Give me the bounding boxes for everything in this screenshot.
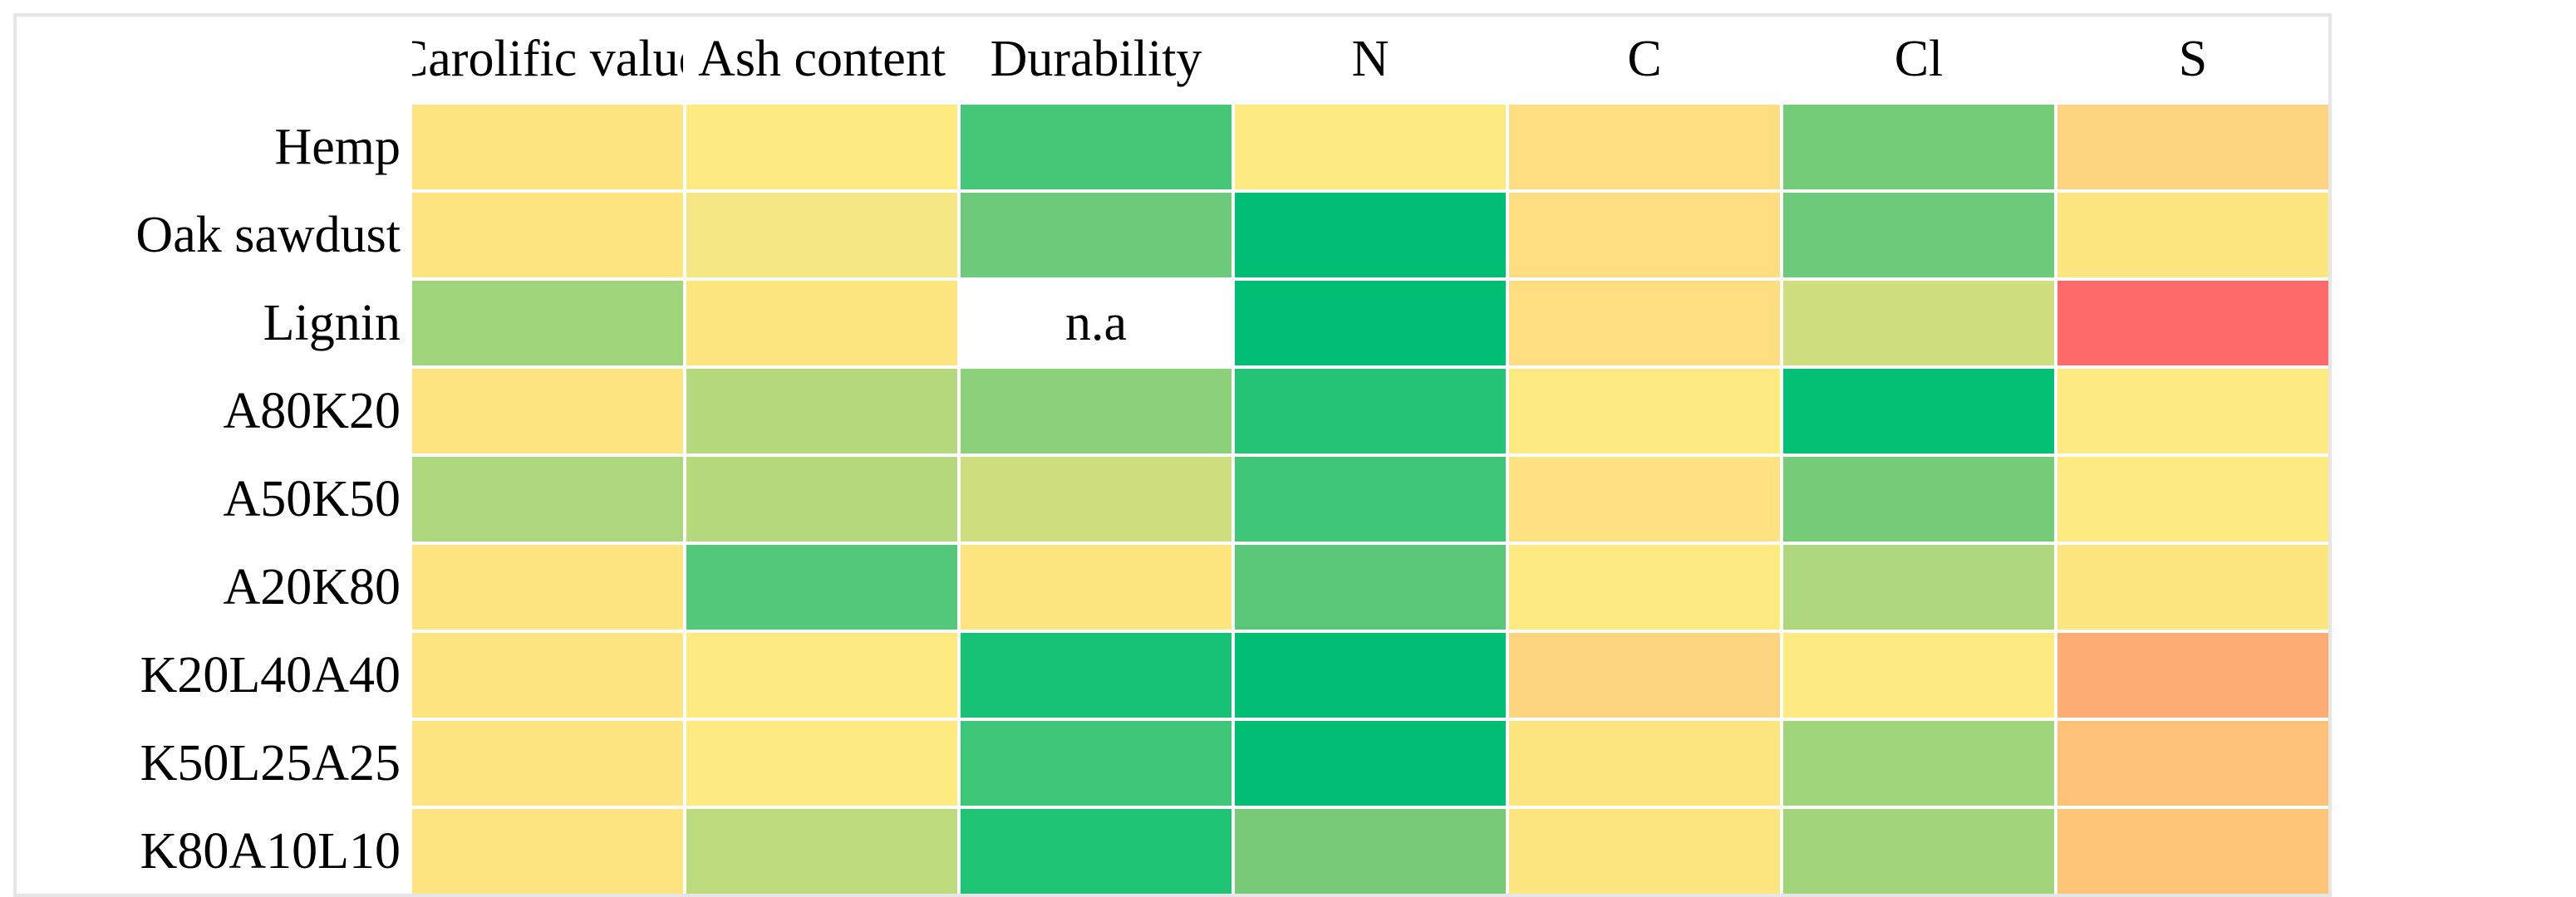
column-header: Ash content — [686, 17, 957, 101]
heatmap-cell — [686, 457, 957, 542]
heatmap-cell — [1509, 545, 1780, 630]
heatmap-cell — [1783, 721, 2054, 806]
heatmap-cell — [412, 545, 683, 630]
heatmap-cell — [412, 721, 683, 806]
heatmap-cell — [2057, 193, 2328, 277]
row-label: K50L25A25 — [17, 721, 409, 806]
heatmap-cell — [1509, 369, 1780, 453]
column-header: Carolific value — [412, 17, 683, 101]
heatmap-cell — [686, 105, 957, 189]
column-header: S — [2057, 17, 2328, 101]
heatmap-cell — [686, 281, 957, 365]
column-header: Durability — [961, 17, 1231, 101]
heatmap-cell — [686, 633, 957, 718]
heatmap-cell — [2057, 457, 2328, 542]
heatmap-cell — [1509, 457, 1780, 542]
row-label: K80A10L10 — [17, 809, 409, 894]
heatmap-cell — [1509, 633, 1780, 718]
heatmap-cell — [1235, 809, 1506, 894]
row-label: Oak sawdust — [17, 193, 409, 277]
heatmap-cell — [2057, 633, 2328, 718]
column-header: N — [1235, 17, 1506, 101]
heatmap-cell — [412, 633, 683, 718]
heatmap-cell — [686, 721, 957, 806]
heatmap-cell — [2057, 281, 2328, 365]
heatmap-cell — [1235, 721, 1506, 806]
heatmap-cell — [1783, 545, 2054, 630]
heatmap-cell — [1783, 281, 2054, 365]
corner-cell — [17, 17, 409, 101]
heatmap-cell — [1783, 369, 2054, 453]
row-label: A80K20 — [17, 369, 409, 453]
heatmap-cell — [961, 193, 1231, 277]
heatmap-cell — [686, 193, 957, 277]
heatmap-cell — [2057, 545, 2328, 630]
heatmap-cell — [1509, 721, 1780, 806]
heatmap-cell — [1783, 633, 2054, 718]
heatmap-cell — [1235, 633, 1506, 718]
heatmap-cell — [2057, 809, 2328, 894]
heatmap-cell — [1235, 105, 1506, 189]
heatmap-cell — [2057, 369, 2328, 453]
heatmap-cell — [2057, 721, 2328, 806]
heatmap-cell — [412, 809, 683, 894]
heatmap-cell — [1783, 193, 2054, 277]
heatmap-cell-label: n.a — [961, 281, 1231, 365]
row-label: A50K50 — [17, 457, 409, 542]
heatmap-cell — [1509, 193, 1780, 277]
heatmap-cell — [412, 193, 683, 277]
heatmap-cell — [1235, 545, 1506, 630]
row-label: Hemp — [17, 105, 409, 189]
heatmap-cell — [686, 545, 957, 630]
heatmap-cell — [961, 105, 1231, 189]
heatmap-cell — [686, 809, 957, 894]
heatmap-cell — [1783, 105, 2054, 189]
heatmap-cell — [412, 457, 683, 542]
row-label: Lignin — [17, 281, 409, 365]
heatmap-grid: Carolific valueAsh contentDurabilityNCCl… — [17, 17, 2328, 894]
column-header: Cl — [1783, 17, 2054, 101]
heatmap-cell — [1509, 281, 1780, 365]
heatmap-cell — [961, 721, 1231, 806]
heatmap-cell — [2057, 105, 2328, 189]
row-label: A20K80 — [17, 545, 409, 630]
heatmap-cell — [412, 369, 683, 453]
heatmap-cell — [1783, 809, 2054, 894]
heatmap-cell — [1509, 809, 1780, 894]
heatmap-cell — [1235, 281, 1506, 365]
row-label: K20L40A40 — [17, 633, 409, 718]
heatmap-cell — [1235, 193, 1506, 277]
heatmap-cell — [961, 369, 1231, 453]
heatmap-cell — [961, 457, 1231, 542]
column-header: C — [1509, 17, 1780, 101]
heatmap-cell — [686, 369, 957, 453]
heatmap-cell — [1235, 369, 1506, 453]
heatmap-cell — [412, 105, 683, 189]
heatmap-cell — [961, 633, 1231, 718]
heatmap-cell — [1509, 105, 1780, 189]
heatmap-cell — [961, 809, 1231, 894]
heatmap-cell — [412, 281, 683, 365]
heatmap-cell — [1235, 457, 1506, 542]
heatmap-cell — [961, 545, 1231, 630]
heatmap-cell — [1783, 457, 2054, 542]
